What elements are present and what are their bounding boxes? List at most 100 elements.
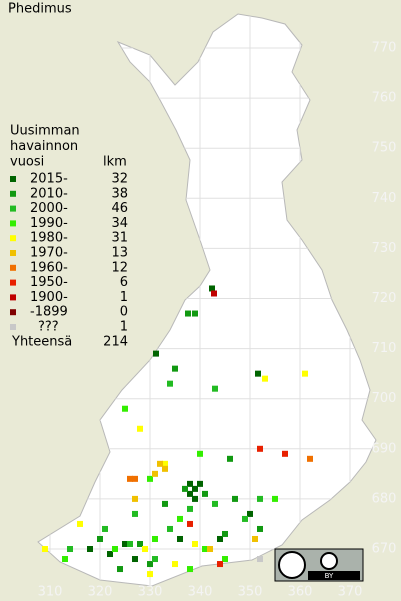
observation-square bbox=[77, 520, 83, 527]
by-icon bbox=[320, 552, 338, 570]
observation-square bbox=[112, 546, 118, 552]
observation-square bbox=[222, 530, 228, 537]
cc-icon bbox=[278, 551, 306, 579]
squares bbox=[42, 285, 313, 578]
legend-count: 31 bbox=[111, 231, 128, 246]
y-tick-label: 750 bbox=[372, 141, 397, 156]
observation-square bbox=[142, 546, 148, 552]
legend-swatch bbox=[10, 294, 16, 301]
legend-count: 46 bbox=[111, 201, 128, 216]
legend-label: 2015- bbox=[30, 172, 68, 187]
observation-square bbox=[132, 495, 138, 502]
legend-count: 38 bbox=[111, 186, 128, 201]
observation-square bbox=[172, 365, 178, 372]
observation-square bbox=[107, 551, 113, 558]
observation-square bbox=[162, 500, 168, 507]
observation-square bbox=[302, 370, 308, 377]
observation-square bbox=[127, 475, 133, 482]
observation-square bbox=[152, 556, 158, 563]
y-tick-label: 760 bbox=[372, 91, 397, 106]
legend-count: 12 bbox=[111, 260, 128, 275]
x-tick-label: 330 bbox=[138, 585, 163, 600]
legend-count: 32 bbox=[111, 172, 128, 187]
observation-square bbox=[117, 566, 123, 573]
observation-square bbox=[132, 556, 138, 563]
observation-square bbox=[282, 450, 288, 457]
observation-square bbox=[187, 566, 193, 573]
observation-square bbox=[247, 510, 253, 517]
y-tick-label: 690 bbox=[372, 441, 397, 456]
observation-square bbox=[207, 546, 213, 552]
y-tick-label: 670 bbox=[372, 542, 397, 557]
observation-square bbox=[202, 546, 208, 552]
y-tick-label: 680 bbox=[372, 491, 397, 506]
x-tick-label: 310 bbox=[38, 585, 63, 600]
legend-count: 34 bbox=[111, 216, 128, 231]
legend-swatch bbox=[10, 220, 16, 227]
y-tick-label: 770 bbox=[372, 41, 397, 56]
observation-square bbox=[192, 540, 198, 547]
observation-square bbox=[177, 535, 183, 542]
observation-square bbox=[147, 475, 153, 482]
legend-label: 1950- bbox=[30, 275, 68, 290]
observation-square bbox=[212, 385, 218, 392]
observation-square bbox=[153, 350, 159, 357]
observation-square bbox=[162, 465, 168, 472]
observation-square bbox=[172, 561, 178, 568]
legend-swatch bbox=[10, 205, 16, 212]
legend-label: 1990- bbox=[30, 216, 68, 231]
legend-swatch bbox=[10, 309, 16, 316]
legend-label: 2010- bbox=[30, 186, 68, 201]
observation-square bbox=[87, 546, 93, 552]
observation-square bbox=[122, 405, 128, 412]
legend-header: vuosi bbox=[10, 155, 44, 170]
observation-square bbox=[122, 540, 128, 547]
observation-square bbox=[255, 370, 261, 377]
observation-square bbox=[209, 285, 215, 292]
x-tick-label: 340 bbox=[188, 585, 213, 600]
x-tick-label: 350 bbox=[238, 585, 263, 600]
observation-square bbox=[187, 490, 193, 497]
observation-square bbox=[197, 480, 203, 487]
x-tick-label: 320 bbox=[88, 585, 113, 600]
legend-label: 1980- bbox=[30, 231, 68, 246]
total-count: 214 bbox=[103, 334, 128, 349]
observation-square bbox=[192, 310, 198, 317]
legend-label: 1970- bbox=[30, 246, 68, 261]
legend-label: 1900- bbox=[30, 290, 68, 305]
observation-square bbox=[257, 556, 263, 563]
observation-square bbox=[132, 475, 138, 482]
observation-square bbox=[42, 546, 48, 552]
observation-square bbox=[177, 515, 183, 522]
legend-swatch bbox=[10, 176, 16, 182]
badge-label: BY bbox=[325, 572, 334, 580]
observation-square bbox=[152, 535, 158, 542]
observation-square bbox=[132, 510, 138, 517]
total-label: Yhteensä bbox=[11, 334, 72, 349]
observation-square bbox=[162, 460, 168, 467]
observation-square bbox=[257, 525, 263, 532]
legend-count: 6 bbox=[120, 275, 128, 290]
observation-square bbox=[157, 460, 163, 467]
observation-square bbox=[102, 525, 108, 532]
observation-square bbox=[202, 490, 208, 497]
observation-square bbox=[137, 540, 143, 547]
y-tick-label: 740 bbox=[372, 191, 397, 206]
observation-square bbox=[272, 495, 278, 502]
legend-swatch bbox=[10, 250, 16, 256]
observation-square bbox=[137, 425, 143, 432]
observation-square bbox=[185, 310, 191, 317]
observation-square bbox=[192, 485, 198, 492]
y-tick-label: 730 bbox=[372, 241, 397, 256]
observation-square bbox=[217, 561, 223, 568]
observation-square bbox=[257, 445, 263, 452]
observation-square bbox=[97, 535, 103, 542]
legend-swatch bbox=[10, 279, 16, 286]
observation-square bbox=[152, 470, 158, 477]
title: Phedimus bbox=[8, 2, 72, 17]
observation-square bbox=[197, 450, 203, 457]
legend-count-header: lkm bbox=[103, 155, 127, 170]
legend-label: -1899 bbox=[30, 305, 68, 320]
